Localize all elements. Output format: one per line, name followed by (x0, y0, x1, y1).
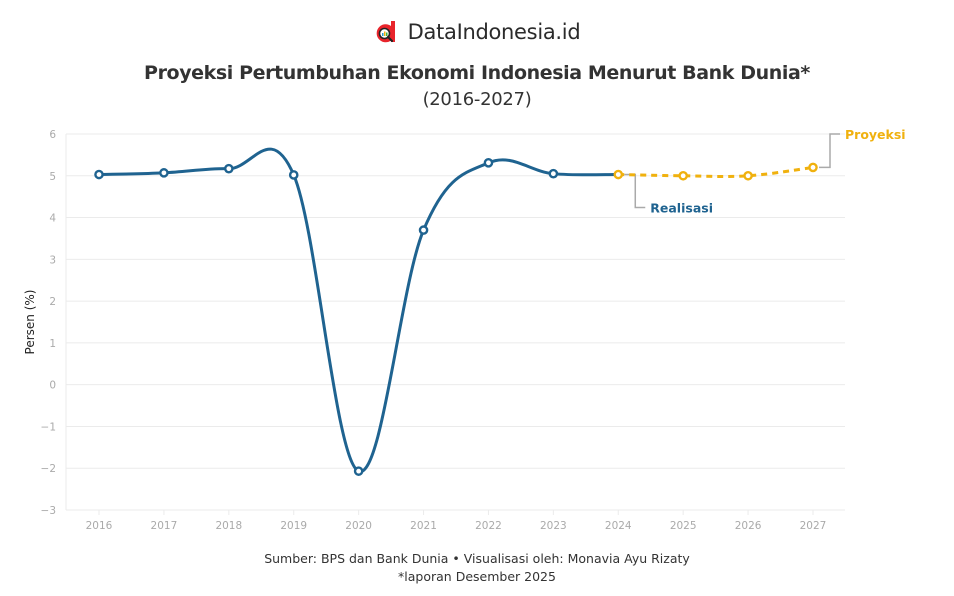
y-tick-label: 2 (49, 296, 56, 308)
y-tick-label: 4 (49, 213, 56, 225)
proyeksi-point[interactable] (613, 169, 624, 180)
brand-header: DataIndonesia.id (0, 20, 954, 44)
source-credit: Sumber: BPS dan Bank Dunia • Visualisasi… (264, 551, 690, 566)
x-tick-label: 2027 (800, 520, 827, 532)
y-tick-label: 3 (49, 254, 56, 266)
realisasi-point[interactable] (353, 466, 364, 476)
proyeksi-point[interactable] (743, 170, 753, 181)
x-tick-label: 2020 (345, 520, 372, 532)
realisasi-point[interactable] (548, 168, 559, 179)
magnifier-d-logo-icon (376, 21, 395, 43)
annotation-leaders (624, 133, 840, 209)
y-tick-label: 6 (49, 129, 56, 141)
realisasi-point[interactable] (159, 168, 169, 178)
realisasi-line (98, 147, 619, 473)
annotation-proyeksi: Proyeksi (845, 127, 906, 142)
x-tick-label: 2025 (670, 520, 697, 532)
brand-name: DataIndonesia.id (407, 20, 581, 44)
x-tick-label: 2023 (540, 520, 567, 532)
proyeksi-point[interactable] (808, 162, 818, 173)
x-tick-label: 2021 (410, 520, 437, 532)
x-tick-label: 2019 (280, 520, 307, 532)
x-tick-label: 2018 (215, 520, 242, 532)
y-tick-label: 1 (49, 338, 56, 350)
proyeksi-line (618, 165, 814, 178)
data-point-markers (94, 158, 818, 476)
y-tick-label: −3 (41, 505, 56, 517)
y-tick-label: 0 (49, 380, 56, 392)
chart-subtitle: (2016-2027) (422, 89, 532, 110)
realisasi-point[interactable] (483, 158, 494, 168)
realisasi-point[interactable] (224, 163, 234, 174)
y-tick-label: −1 (41, 421, 56, 433)
grid-lines (65, 133, 845, 511)
y-tick-label: 5 (49, 171, 56, 183)
x-tick-label: 2016 (86, 520, 113, 532)
x-tick-label: 2017 (151, 520, 178, 532)
chart-title: Proyeksi Pertumbuhan Ekonomi Indonesia M… (144, 62, 810, 84)
x-tick-label: 2026 (735, 520, 762, 532)
realisasi-point[interactable] (94, 169, 104, 180)
y-axis-ticks: 6 5 4 3 2 1 0 −1 −2 −3 (41, 129, 57, 517)
y-axis-label: Persen (%) (23, 290, 37, 355)
x-axis-ticks: 2016 2017 2018 2019 2020 2021 2022 2023 2024 2025… (86, 510, 827, 532)
annotation-realisasi: Realisasi (650, 201, 713, 216)
x-tick-label: 2022 (475, 520, 502, 532)
proyeksi-point[interactable] (678, 170, 688, 181)
x-tick-label: 2024 (605, 520, 632, 532)
footnote: *laporan Desember 2025 (398, 569, 556, 584)
realisasi-point[interactable] (288, 170, 299, 180)
y-tick-label: −2 (41, 463, 56, 475)
realisasi-point[interactable] (418, 225, 429, 235)
